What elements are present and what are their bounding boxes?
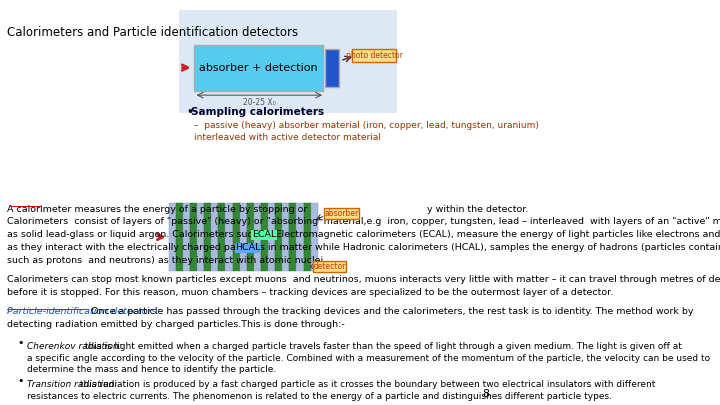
Bar [304, 202, 310, 271]
Text: interleaved with active detector material: interleaved with active detector materia… [194, 133, 381, 142]
Bar [225, 202, 233, 271]
Text: such as protons  and neutrons) as they interact with atomic nuclei.: such as protons and neutrons) as they in… [7, 256, 327, 265]
Text: –  passive (heavy) absorber material (iron, copper, lead, tungsten, uranium): – passive (heavy) absorber material (iro… [194, 122, 539, 130]
Bar [176, 202, 183, 271]
Text: Once a particle has passed through the tracking devices and the calorimeters, th: Once a particle has passed through the t… [89, 307, 694, 316]
Text: Sampling calorimeters: Sampling calorimeters [191, 107, 324, 117]
Bar [204, 202, 211, 271]
Bar [197, 202, 204, 271]
Text: Cherenkov radiation:: Cherenkov radiation: [27, 342, 122, 351]
Text: •: • [186, 107, 193, 117]
FancyBboxPatch shape [179, 10, 397, 113]
Text: a specific angle according to the velocity of the particle. Combined with a meas: a specific angle according to the veloci… [27, 354, 711, 362]
Bar [183, 202, 190, 271]
Text: absorber + detection: absorber + detection [199, 63, 318, 73]
Text: as they interact with the electrically charged particles in matter while Hadroni: as they interact with the electrically c… [7, 243, 720, 252]
Text: 20-25 X₀: 20-25 X₀ [243, 98, 276, 107]
FancyBboxPatch shape [325, 49, 339, 87]
Text: Transition radiation:: Transition radiation: [27, 380, 117, 389]
Text: Calorimeters and Particle identification detectors: Calorimeters and Particle identification… [7, 26, 299, 39]
Text: A calorimeter measures the energy of a particle by stopping or: A calorimeter measures the energy of a p… [7, 205, 308, 213]
Bar [211, 202, 218, 271]
Text: detecting radiation emitted by charged particles.This is done through:-: detecting radiation emitted by charged p… [7, 320, 345, 329]
Bar [261, 202, 268, 271]
Bar [297, 202, 304, 271]
Bar [233, 202, 240, 271]
Text: Calorimeters can stop most known particles except muons  and neutrinos, muons in: Calorimeters can stop most known particl… [7, 275, 720, 284]
Bar [240, 202, 247, 271]
FancyBboxPatch shape [352, 49, 396, 62]
Text: y within the detector.: y within the detector. [427, 205, 528, 213]
Bar [310, 202, 318, 271]
FancyBboxPatch shape [323, 208, 359, 219]
FancyBboxPatch shape [194, 45, 323, 91]
Bar [247, 202, 254, 271]
Text: detector: detector [313, 262, 346, 271]
Text: as solid lead-glass or liquid argon. Calorimeters such as Electromagnetic calori: as solid lead-glass or liquid argon. Cal… [7, 230, 720, 239]
Bar [289, 202, 297, 271]
Bar [275, 202, 282, 271]
FancyBboxPatch shape [312, 261, 346, 272]
Bar [282, 202, 289, 271]
Text: HCAL: HCAL [235, 243, 261, 252]
Text: this is light emitted when a charged particle travels faster than the speed of l: this is light emitted when a charged par… [82, 342, 682, 351]
Text: Particle-identification detectors:: Particle-identification detectors: [7, 307, 160, 316]
Text: ECAL: ECAL [252, 230, 276, 239]
Text: •: • [17, 376, 24, 386]
Text: Calorimeters  consist of layers of "passive" (heavy) or "absorbing' material,e.g: Calorimeters consist of layers of "passi… [7, 217, 720, 226]
Text: photo detector: photo detector [346, 51, 402, 60]
Text: resistances to electric currents. The phenomenon is related to the energy of a p: resistances to electric currents. The ph… [27, 392, 612, 401]
Text: determine the mass and hence to identify the particle.: determine the mass and hence to identify… [27, 365, 276, 374]
Bar [218, 202, 225, 271]
Text: absorber: absorber [325, 209, 359, 218]
Text: •: • [17, 338, 24, 348]
Text: 8: 8 [482, 389, 489, 399]
Bar [190, 202, 197, 271]
Text: before it is stopped. For this reason, muon chambers – tracking devices are spec: before it is stopped. For this reason, m… [7, 288, 613, 297]
Text: this radiation is produced by a fast charged particle as it crosses the boundary: this radiation is produced by a fast cha… [77, 380, 655, 389]
Bar [168, 202, 176, 271]
Bar [268, 202, 275, 271]
Bar [254, 202, 261, 271]
